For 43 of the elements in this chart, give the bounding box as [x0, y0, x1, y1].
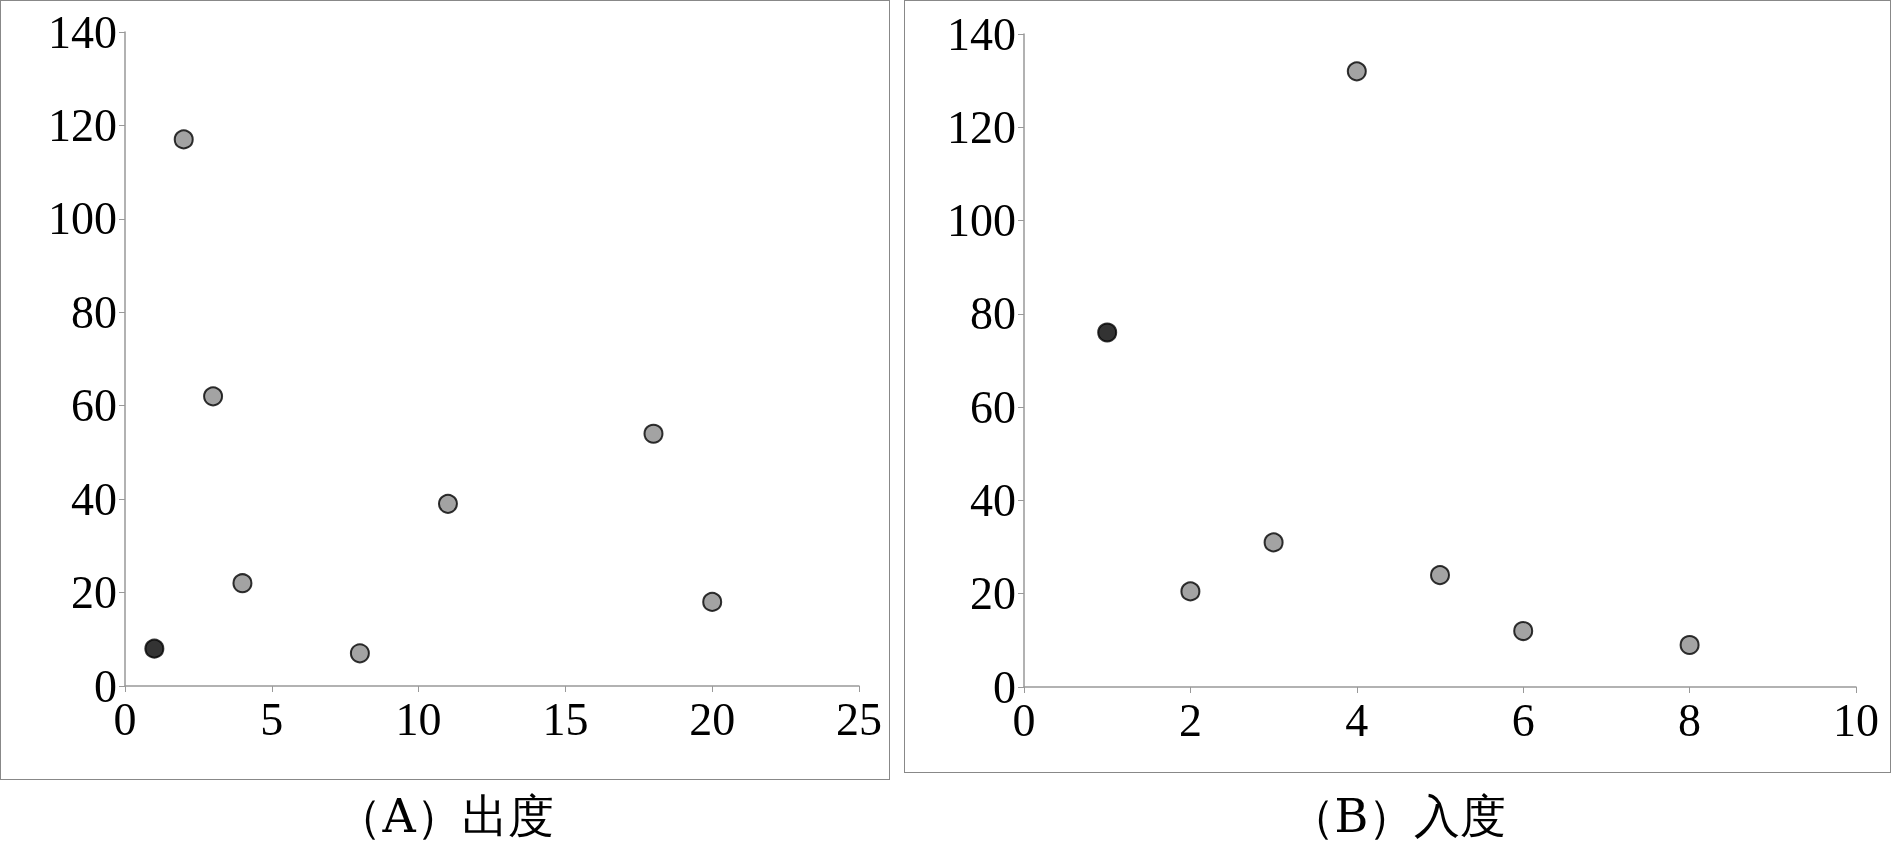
y-tick-label: 120	[48, 99, 117, 151]
y-tick-label: 80	[970, 288, 1016, 340]
y-tick-label: 80	[71, 286, 117, 338]
x-tick-label: 8	[1678, 694, 1702, 746]
point	[1097, 322, 1118, 343]
y-tick-label: 0	[94, 660, 117, 712]
x-tick-label: 15	[542, 693, 589, 745]
x-tick-label: 5	[260, 693, 284, 745]
point	[173, 129, 194, 150]
x-tick-label: 20	[689, 693, 736, 745]
point	[702, 591, 723, 612]
x-tick-label: 25	[836, 693, 882, 745]
x-tick-label: 6	[1511, 694, 1535, 746]
y-tick-label: 20	[970, 568, 1016, 620]
x-tick-label: 4	[1345, 694, 1369, 746]
x-axis-title: （B）入度	[1287, 788, 1508, 845]
y-tick-label: 20	[71, 567, 117, 619]
x-tick-label: 10	[1833, 694, 1879, 746]
point	[437, 493, 458, 514]
point	[1263, 532, 1284, 553]
y-tick-label: 120	[947, 101, 1016, 153]
point	[144, 638, 165, 659]
y-tick-label: 100	[947, 195, 1016, 247]
y-tick-label: 60	[71, 380, 117, 432]
point	[203, 386, 224, 407]
y-tick-label: 140	[947, 8, 1016, 60]
y-tick-label: 60	[970, 381, 1016, 433]
point	[1513, 621, 1534, 642]
point	[349, 643, 370, 664]
point	[1430, 565, 1450, 586]
point	[1679, 635, 1700, 656]
y-tick-label: 40	[970, 474, 1016, 526]
x-tick-label: 2	[1178, 694, 1202, 746]
y-tick-label: 100	[48, 193, 117, 245]
x-tick-label: 10	[395, 693, 442, 745]
y-tick-label: 40	[71, 473, 117, 525]
point	[1346, 61, 1367, 82]
y-tick-label: 0	[993, 661, 1016, 713]
y-tick-label: 140	[48, 6, 117, 58]
point	[643, 423, 664, 444]
point	[1180, 581, 1201, 602]
x-axis-title: （A）出度	[335, 788, 555, 845]
point	[232, 573, 253, 594]
